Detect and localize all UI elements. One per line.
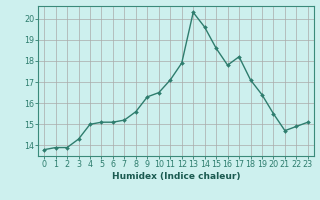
X-axis label: Humidex (Indice chaleur): Humidex (Indice chaleur) [112,172,240,181]
